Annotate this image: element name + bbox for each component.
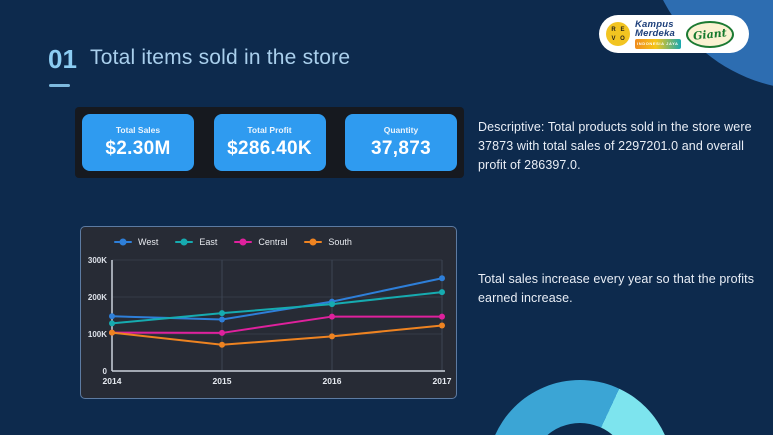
- legend-item-east: East: [175, 237, 217, 247]
- kpi-value: 37,873: [371, 138, 431, 159]
- revo-letter: V: [611, 35, 616, 42]
- series-line-south: [111, 324, 443, 346]
- data-point-east: [219, 310, 225, 317]
- data-point-central: [329, 313, 335, 320]
- legend-marker: [304, 238, 323, 246]
- legend-item-west: West: [114, 237, 158, 247]
- giant-logo: Giant: [685, 20, 734, 48]
- kpi-card-total-profit: Total Profit $286.40K: [213, 114, 326, 171]
- kpi-value: $286.40K: [227, 138, 312, 159]
- chart-panel: 0 100K 200K 300K 2014 2015 2016 2017 West East Ce…: [80, 226, 457, 399]
- legend-marker-dot: [309, 238, 317, 246]
- legend-marker: [114, 238, 132, 246]
- data-point-east: [439, 289, 445, 296]
- legend-item-south: South: [304, 237, 352, 247]
- slide-number-underline: [49, 84, 70, 87]
- legend-marker-dot: [239, 238, 247, 246]
- kampus-merdeka-text: Merdeka: [635, 27, 675, 39]
- legend-marker-dot: [119, 238, 127, 246]
- x-tick-label: 2015: [213, 376, 232, 386]
- data-point-central: [219, 329, 225, 336]
- kampus-merdeka-text: Kampus: [635, 18, 674, 30]
- data-point-south: [329, 333, 335, 340]
- revo-letter: R: [611, 26, 616, 33]
- page-title: Total items sold in the store: [90, 46, 351, 69]
- kpi-card-total-sales: Total Sales $2.30M: [82, 114, 194, 171]
- sales-line-chart: 0 100K 200K 300K 2014 2015 2016 2017: [88, 256, 452, 386]
- kampus-merdeka-logo: Kampus Merdeka INDONESIA JAYA: [635, 18, 681, 49]
- y-tick-label: 0: [103, 367, 108, 376]
- legend-marker-dot: [180, 238, 188, 246]
- giant-logo-text: Giant: [692, 25, 728, 43]
- kpi-card-quantity: Quantity 37,873: [345, 114, 457, 171]
- slide-number: 01: [48, 44, 77, 74]
- data-point-south: [439, 322, 445, 329]
- y-tick-label: 200K: [88, 293, 107, 302]
- x-tick-label: 2014: [103, 376, 122, 386]
- data-point-central: [439, 313, 445, 320]
- kpi-value: $2.30M: [105, 138, 171, 159]
- x-tick-label: 2017: [433, 376, 452, 386]
- legend-item-central: Central: [234, 237, 287, 247]
- legend-label: South: [328, 237, 352, 247]
- revo-letter: E: [620, 26, 625, 33]
- kampus-merdeka-banner: INDONESIA JAYA: [635, 38, 681, 49]
- legend-label: Central: [258, 237, 288, 247]
- revo-logo: R E V O: [606, 22, 630, 46]
- legend-marker: [175, 238, 194, 246]
- legend-label: West: [138, 237, 159, 247]
- kpi-label: Total Sales: [115, 125, 161, 135]
- descriptive-text: Descriptive: Total products sold in the …: [478, 120, 752, 172]
- data-point-east: [329, 301, 335, 308]
- data-point-south: [219, 341, 225, 348]
- logo-bar: R E V O Kampus Merdeka INDONESIA JAYA Gi…: [599, 15, 749, 53]
- revo-letter: O: [620, 35, 625, 42]
- data-point-west: [439, 275, 445, 282]
- y-tick-label: 300K: [88, 256, 107, 265]
- legend-marker: [234, 238, 253, 246]
- chart-note-text: Total sales increase every year so that …: [478, 272, 755, 305]
- kpi-label: Quantity: [383, 125, 419, 135]
- x-tick-label: 2016: [323, 376, 342, 386]
- kpi-label: Total Profit: [247, 125, 292, 135]
- series-line-west: [111, 277, 443, 321]
- series-line-east: [111, 291, 443, 325]
- data-point-west: [109, 313, 115, 320]
- chart-legend: West East Central South: [114, 237, 352, 247]
- series-line-central: [111, 315, 442, 334]
- y-tick-label: 100K: [88, 330, 107, 339]
- kpi-strip: Total Sales $2.30M Total Profit $286.40K…: [75, 107, 464, 178]
- data-point-south: [109, 329, 115, 336]
- legend-label: East: [199, 237, 218, 247]
- data-point-west: [219, 316, 225, 323]
- data-point-east: [109, 320, 115, 327]
